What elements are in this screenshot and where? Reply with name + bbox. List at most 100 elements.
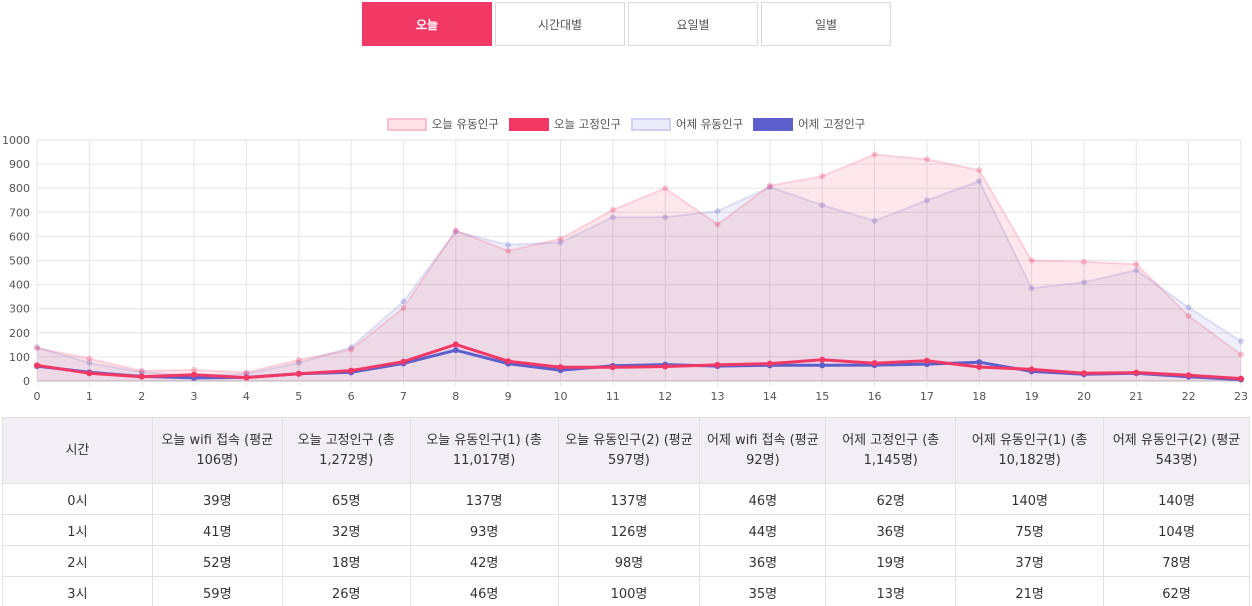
- data-point: [766, 183, 773, 190]
- data-point: [138, 367, 145, 374]
- table-cell: 19명: [825, 545, 957, 577]
- x-tick-label: 18: [972, 390, 986, 403]
- table-header: 어제 wifi 접속 (평균 92명): [699, 417, 827, 484]
- data-point: [452, 347, 459, 354]
- data-point: [766, 182, 773, 189]
- table-header: 시간: [2, 417, 153, 484]
- data-point: [976, 167, 983, 174]
- y-tick-label: 800: [9, 182, 30, 195]
- table-cell: 26명: [281, 576, 411, 606]
- data-point: [976, 177, 983, 184]
- data-point: [714, 208, 721, 215]
- table-header: 오늘 wifi 접속 (평균 106명): [151, 417, 283, 484]
- table-cell: 59명: [151, 576, 283, 606]
- table-header: 어제 유동인구(2) (평균 543명): [1103, 417, 1250, 484]
- x-tick-label: 21: [1129, 390, 1143, 403]
- table-row: 3시 59명 26명 46명 100명 35명 13명 21명 62명: [2, 576, 1250, 606]
- table-cell: 140명: [955, 483, 1105, 515]
- table-cell: 0시: [2, 483, 153, 515]
- x-tick-label: 4: [243, 390, 250, 403]
- tab-weekday[interactable]: 요일별: [628, 2, 758, 46]
- data-point: [1080, 279, 1087, 286]
- data-point: [505, 247, 512, 254]
- data-point: [86, 370, 93, 377]
- data-point: [86, 359, 93, 366]
- data-point: [714, 221, 721, 228]
- data-point: [1238, 338, 1244, 345]
- data-point: [557, 364, 564, 371]
- tab-daily[interactable]: 일별: [761, 2, 891, 46]
- table-cell: 46명: [409, 576, 559, 606]
- y-tick-label: 400: [9, 279, 30, 292]
- legend-label: 어제 유동인구: [676, 117, 744, 131]
- data-point: [86, 355, 93, 362]
- x-tick-label: 3: [191, 390, 198, 403]
- data-point: [452, 341, 459, 348]
- table-header: 어제 고정인구 (총 1,145명): [825, 417, 957, 484]
- y-tick-label: 0: [23, 375, 30, 388]
- data-point: [557, 239, 564, 246]
- data-point: [1133, 267, 1140, 274]
- tab-today[interactable]: 오늘: [362, 2, 492, 46]
- y-tick-label: 1000: [2, 134, 30, 147]
- data-point: [348, 346, 355, 353]
- table-cell: 41명: [151, 514, 283, 546]
- x-tick-label: 2: [138, 390, 145, 403]
- x-tick-label: 8: [452, 390, 459, 403]
- data-point: [348, 344, 355, 351]
- table-header: 어제 유동인구(1) (총 10,182명): [955, 417, 1105, 484]
- data-point: [819, 173, 826, 180]
- table-cell: 137명: [409, 483, 559, 515]
- table-cell: 1시: [2, 514, 153, 546]
- legend-item-yesterday-floating[interactable]: 어제 유동인구: [631, 116, 743, 132]
- table-cell: 3시: [2, 576, 153, 606]
- data-point: [34, 362, 40, 369]
- data-point: [1133, 369, 1140, 376]
- x-tick-label: 16: [868, 390, 882, 403]
- table-cell: 2시: [2, 545, 153, 577]
- x-tick-label: 23: [1234, 390, 1248, 403]
- data-point: [138, 373, 145, 380]
- data-point: [819, 356, 826, 363]
- data-point: [295, 359, 302, 366]
- data-point: [505, 358, 512, 365]
- table-row: 2시 52명 18명 42명 98명 36명 19명 37명 78명: [2, 545, 1250, 577]
- table-cell: 37명: [955, 545, 1105, 577]
- legend-swatch: [631, 117, 671, 131]
- data-point: [452, 228, 459, 235]
- data-point: [976, 364, 983, 371]
- data-point: [400, 304, 407, 311]
- y-tick-label: 600: [9, 230, 30, 243]
- table-cell: 39명: [151, 483, 283, 515]
- data-point: [1133, 261, 1140, 268]
- table-cell: 98명: [557, 545, 701, 577]
- data-point: [295, 357, 302, 364]
- table-cell: 65명: [281, 483, 411, 515]
- stats-table: 시간 오늘 wifi 접속 (평균 106명) 오늘 고정인구 (총 1,272…: [2, 417, 1250, 606]
- data-point: [1080, 258, 1087, 265]
- data-point: [243, 374, 250, 381]
- x-tick-label: 19: [1025, 390, 1039, 403]
- tab-hourly[interactable]: 시간대별: [495, 2, 625, 46]
- legend-item-today-floating[interactable]: 오늘 유동인구: [386, 116, 499, 132]
- data-point: [1080, 370, 1087, 377]
- table-row: 1시 41명 32명 93명 126명 44명 36명 75명 104명: [2, 514, 1250, 546]
- period-tabs: 오늘 시간대별 요일별 일별: [362, 2, 891, 46]
- table-cell: 78명: [1103, 545, 1250, 577]
- table-cell: 104명: [1103, 514, 1250, 546]
- table-header: 오늘 유동인구(1) (총 11,017명): [409, 417, 559, 484]
- data-point: [348, 367, 355, 374]
- legend-item-today-fixed[interactable]: 오늘 고정인구: [508, 116, 621, 132]
- series-line: [36, 153, 1242, 374]
- legend-item-yesterday-fixed[interactable]: 어제 고정인구: [753, 116, 865, 132]
- data-point: [557, 235, 564, 242]
- data-point: [819, 202, 826, 209]
- data-point: [923, 197, 930, 204]
- table-cell: 21명: [955, 576, 1105, 606]
- x-tick-label: 20: [1077, 390, 1091, 403]
- data-point: [243, 369, 250, 376]
- legend-swatch: [508, 117, 549, 131]
- data-point: [191, 371, 198, 378]
- y-tick-label: 300: [9, 303, 30, 316]
- x-tick-label: 1: [86, 390, 93, 403]
